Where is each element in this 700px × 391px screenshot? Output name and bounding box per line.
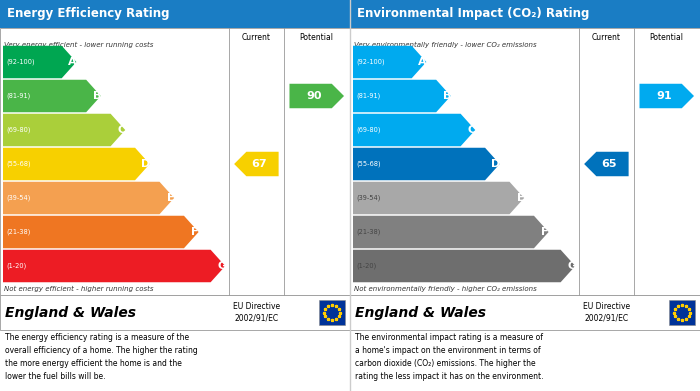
Text: F: F [191, 227, 199, 237]
Text: The energy efficiency rating is a measure of the
overall efficiency of a home. T: The energy efficiency rating is a measur… [5, 333, 197, 380]
Text: Energy Efficiency Rating: Energy Efficiency Rating [7, 7, 169, 20]
Polygon shape [290, 84, 344, 108]
Text: EU Directive
2002/91/EC: EU Directive 2002/91/EC [583, 302, 630, 323]
Text: (81-91): (81-91) [356, 93, 380, 99]
Polygon shape [353, 216, 549, 248]
Text: D: D [491, 159, 500, 169]
Bar [350, 28, 700, 295]
Text: (81-91): (81-91) [6, 93, 30, 99]
Text: (1-20): (1-20) [356, 263, 377, 269]
Bar [350, 0, 700, 28]
Text: Very energy efficient - lower running costs: Very energy efficient - lower running co… [4, 42, 153, 48]
Text: 90: 90 [307, 91, 322, 101]
Text: G: G [217, 261, 226, 271]
Polygon shape [234, 152, 279, 176]
Text: (69-80): (69-80) [6, 127, 31, 133]
Text: (92-100): (92-100) [356, 59, 384, 65]
Text: F: F [541, 227, 549, 237]
Bar [0, 28, 350, 295]
Text: Not environmentally friendly - higher CO₂ emissions: Not environmentally friendly - higher CO… [354, 286, 537, 292]
Text: Current: Current [242, 33, 271, 42]
Text: Current: Current [592, 33, 621, 42]
Text: 91: 91 [656, 91, 672, 101]
Polygon shape [353, 114, 475, 146]
Bar [319, 300, 345, 325]
Polygon shape [3, 148, 150, 180]
Polygon shape [3, 216, 199, 248]
Text: (55-68): (55-68) [356, 161, 381, 167]
Text: England & Wales: England & Wales [5, 305, 136, 319]
Polygon shape [584, 152, 629, 176]
Text: D: D [141, 159, 150, 169]
Text: (1-20): (1-20) [6, 263, 27, 269]
Polygon shape [353, 46, 426, 78]
Text: C: C [468, 125, 475, 135]
Text: The environmental impact rating is a measure of
a home's impact on the environme: The environmental impact rating is a mea… [355, 333, 543, 380]
Text: C: C [118, 125, 125, 135]
Polygon shape [640, 84, 694, 108]
Text: (69-80): (69-80) [356, 127, 381, 133]
Text: (92-100): (92-100) [6, 59, 34, 65]
Text: EU Directive
2002/91/EC: EU Directive 2002/91/EC [233, 302, 280, 323]
Text: A: A [69, 57, 77, 67]
Text: Potential: Potential [300, 33, 334, 42]
Bar [350, 295, 700, 330]
Text: A: A [419, 57, 427, 67]
Polygon shape [353, 250, 575, 282]
Text: E: E [517, 193, 524, 203]
Polygon shape [3, 46, 76, 78]
Polygon shape [353, 80, 451, 112]
Polygon shape [353, 148, 500, 180]
Bar [0, 295, 350, 330]
Polygon shape [3, 114, 125, 146]
Text: Environmental Impact (CO₂) Rating: Environmental Impact (CO₂) Rating [357, 7, 589, 20]
Text: 67: 67 [251, 159, 267, 169]
Text: Very environmentally friendly - lower CO₂ emissions: Very environmentally friendly - lower CO… [354, 42, 537, 48]
Polygon shape [3, 80, 101, 112]
Text: England & Wales: England & Wales [355, 305, 486, 319]
Text: (21-38): (21-38) [356, 229, 380, 235]
Text: (21-38): (21-38) [6, 229, 30, 235]
Text: (39-54): (39-54) [356, 195, 380, 201]
Polygon shape [3, 182, 174, 214]
Text: B: B [443, 91, 452, 101]
Text: B: B [93, 91, 102, 101]
Text: Potential: Potential [650, 33, 684, 42]
Text: Not energy efficient - higher running costs: Not energy efficient - higher running co… [4, 286, 153, 292]
Bar [0, 0, 350, 28]
Text: (55-68): (55-68) [6, 161, 31, 167]
Text: 65: 65 [601, 159, 616, 169]
Polygon shape [353, 182, 524, 214]
Polygon shape [3, 250, 225, 282]
Text: E: E [167, 193, 174, 203]
Bar [669, 300, 695, 325]
Text: G: G [567, 261, 576, 271]
Text: (39-54): (39-54) [6, 195, 30, 201]
